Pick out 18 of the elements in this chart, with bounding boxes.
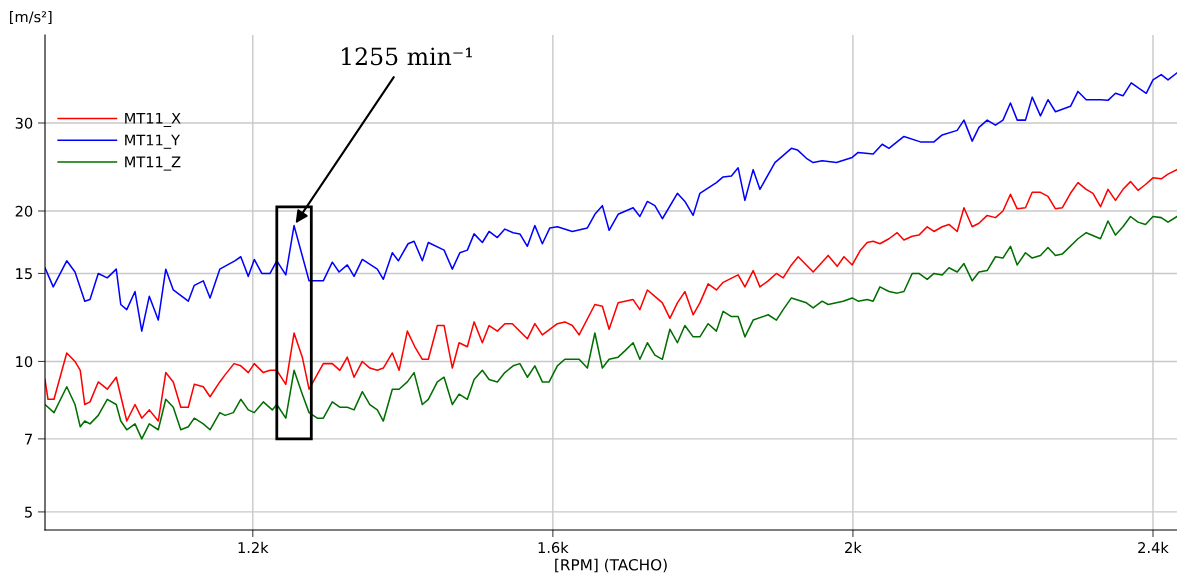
x-tick-label: 2.4k — [1138, 541, 1169, 553]
y-tick-label: 10 — [16, 356, 33, 368]
annotation: 1255 min⁻¹ — [341, 47, 472, 66]
y-axis-title: [m/s²] — [10, 10, 52, 24]
legend-label: MT11_Y — [125, 134, 181, 149]
legend-label: MT11_Z — [125, 156, 181, 171]
x-axis-title: [RPM] (TACHO) — [555, 558, 667, 573]
y-tick-label: 30 — [15, 117, 33, 129]
x-tick-label: 1.6k — [538, 541, 569, 554]
x-tick-label: 2k — [845, 541, 862, 553]
x-tick-label: 1.2k — [238, 541, 269, 553]
line-series — [45, 72, 1177, 332]
line-series — [45, 215, 1177, 440]
y-tick-label: 15 — [16, 268, 32, 280]
y-tick-label: 20 — [15, 205, 33, 217]
y-tick-label: 7 — [25, 433, 32, 445]
y-tick-label: 5 — [25, 506, 32, 518]
legend-label: MT11_X — [125, 112, 181, 127]
